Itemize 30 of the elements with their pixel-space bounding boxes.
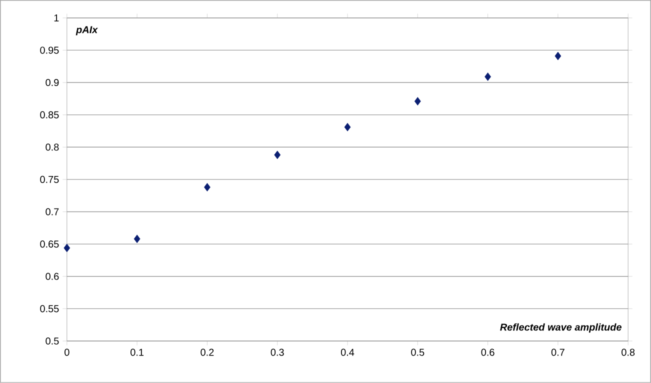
y-tick-label: 0.6 <box>46 272 59 280</box>
x-tick-label: 0.2 <box>200 348 214 356</box>
y-axis-title: pAIx <box>76 26 98 36</box>
x-tick-label: 0.1 <box>130 348 144 356</box>
point <box>64 244 70 252</box>
y-tick-label: 0.85 <box>40 111 59 118</box>
y-tick-label: 0.9 <box>46 79 59 86</box>
x-tick-label: 0.4 <box>340 348 354 356</box>
point <box>204 183 210 192</box>
y-tick-label: 0.5 <box>46 338 59 345</box>
x-axis-title: Reflected wave amplitude <box>500 323 622 333</box>
point <box>274 150 281 160</box>
x-tick-label: 0.8 <box>622 348 635 356</box>
point <box>484 72 492 81</box>
point <box>414 97 421 106</box>
point <box>134 234 140 244</box>
y-tick-label: 1 <box>54 14 59 22</box>
x-tick-label: 0.7 <box>551 348 564 356</box>
x-tick-label: 0 <box>64 348 70 356</box>
y-tick-label: 0.7 <box>46 208 59 216</box>
x-tick-label: 0.6 <box>481 348 494 356</box>
x-tick-label: 0.3 <box>270 348 284 356</box>
y-tick-label: 0.55 <box>40 305 59 312</box>
y-tick-label: 0.75 <box>40 176 59 184</box>
x-tick-label: 0.5 <box>411 348 424 356</box>
y-tick-label: 0.65 <box>40 240 59 248</box>
point <box>344 122 351 132</box>
point <box>554 52 562 60</box>
y-tick-label: 0.95 <box>40 46 59 54</box>
y-tick-label: 0.8 <box>46 144 59 151</box>
